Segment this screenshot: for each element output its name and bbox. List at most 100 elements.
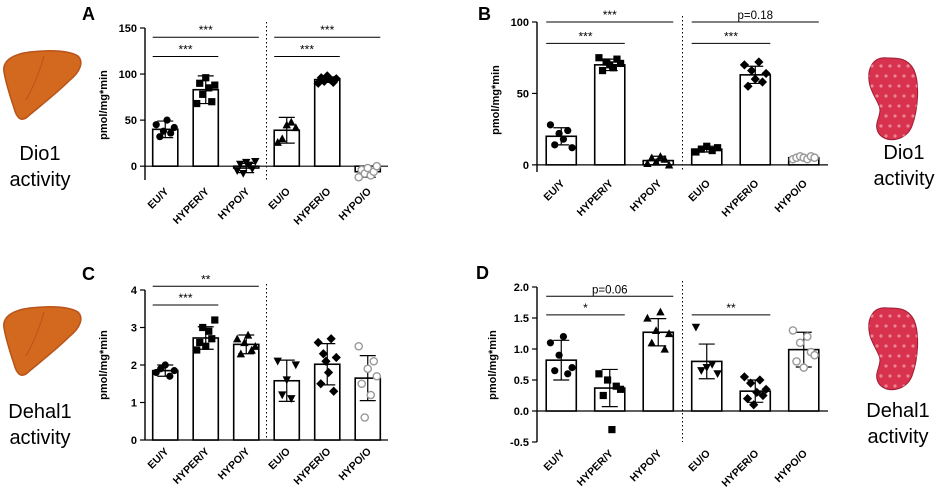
kidney-texture-dot [893, 114, 897, 118]
significance-label: *** [199, 23, 213, 37]
data-point [233, 167, 242, 175]
data-point [799, 363, 809, 372]
data-point [752, 387, 762, 397]
significance-label: *** [578, 29, 592, 43]
kidney-texture-dot [888, 64, 892, 68]
x-tick-label: HYPO/O [773, 178, 810, 215]
kidney-texture-dot [879, 354, 883, 358]
kidney-texture-dot [915, 314, 918, 318]
data-point [691, 323, 701, 332]
significance-label: ** [726, 301, 736, 315]
data-point [788, 326, 798, 335]
x-tick-label: EU/Y [146, 186, 172, 212]
kidney-texture-dot [888, 334, 892, 338]
significance-label: *** [724, 29, 738, 43]
data-point [761, 68, 771, 79]
kidney-texture-dot [906, 314, 910, 318]
data-point [606, 61, 614, 69]
kidney-texture-dot [868, 324, 870, 328]
bar [593, 64, 626, 166]
y-tick-label: 0.0 [514, 406, 529, 418]
kidney-texture-dot [897, 354, 901, 358]
kidney-texture-dot [915, 64, 918, 68]
bar [232, 343, 260, 441]
kidney-texture-dot [879, 334, 883, 338]
panel-b-y-label: pmol/mg*min [490, 65, 502, 135]
y-tick-label: 3 [131, 323, 137, 335]
data-point [559, 333, 568, 341]
y-tick-label: 50 [517, 88, 529, 100]
x-tick-label: HYPO/Y [628, 178, 665, 215]
x-tick-label: EU/O [686, 178, 713, 205]
data-point [643, 313, 652, 322]
bar [192, 337, 220, 441]
kidney-texture-dot [897, 314, 901, 318]
kidney-texture-dot [888, 314, 892, 318]
kidney-texture-dot [875, 114, 879, 118]
kidney-texture-dot [902, 74, 906, 78]
kidney-texture-dot [906, 354, 910, 358]
sidebar-label-activity-kidney-2: activity [867, 426, 928, 448]
data-point [708, 146, 716, 155]
data-point [750, 74, 760, 84]
data-point [328, 77, 338, 87]
kidney-icon [868, 57, 919, 141]
kidney-texture-dot [902, 304, 905, 307]
data-point [366, 390, 376, 400]
data-point [163, 116, 171, 124]
kidney-texture-dot [888, 84, 892, 88]
kidney-texture-dot [893, 304, 896, 307]
kidney-texture-dot [915, 374, 918, 378]
data-point [758, 390, 768, 401]
data-point [363, 163, 373, 173]
data-point [651, 326, 661, 334]
data-point [170, 123, 178, 132]
data-point [208, 335, 216, 343]
data-point [273, 357, 282, 366]
x-tick-label: EU/Y [146, 446, 172, 472]
kidney-texture-dot [888, 124, 892, 128]
kidney-texture-dot [884, 364, 888, 368]
kidney-texture-dot [866, 304, 869, 307]
data-point [568, 144, 576, 152]
kidney-texture-dot [879, 104, 883, 108]
data-point [599, 391, 607, 400]
kidney-texture-dot [911, 364, 915, 368]
panel-d: D pmol/mg*min -0.5 0.0 0.5 1.0 1.5 2.0 EU/Y HYP… [476, 263, 828, 490]
panel-c: C pmol/mg*min 0 1 2 3 4 EU/Y HYPER/Y HYPO/Y EU/O… [82, 264, 388, 488]
kidney-texture-dot [911, 114, 915, 118]
kidney-texture-dot [868, 364, 870, 368]
data-point [612, 382, 620, 390]
kidney-texture-dot [866, 54, 869, 57]
kidney-texture-dot [875, 324, 879, 328]
liver-icon-top [3, 50, 82, 120]
x-tick-label: HYPO/Y [216, 186, 253, 223]
data-point [697, 145, 705, 153]
kidney-texture-dot [868, 94, 870, 98]
kidney-texture-dot [879, 124, 883, 128]
bar [739, 74, 772, 166]
kidney-texture-dot [884, 384, 888, 388]
x-tick-label: EU/Y [542, 448, 568, 474]
data-point [651, 157, 661, 166]
kidney-texture-dot [875, 74, 879, 78]
liver-lobe-line [25, 55, 45, 101]
sidebar-label-dehal1-kidney: Dehal1 [866, 400, 929, 422]
data-point [321, 356, 331, 366]
x-tick-label: HYPER/Y [575, 178, 616, 219]
kidney-texture-dot [868, 344, 870, 348]
sidebar-label-activity-liver: activity [9, 169, 70, 191]
significance-label: *** [300, 43, 314, 57]
significance-label: ** [201, 272, 211, 286]
kidney-texture-dot [884, 304, 887, 307]
data-point [372, 161, 382, 171]
panel-c-y-label: pmol/mg*min [98, 330, 110, 400]
data-point [555, 129, 563, 138]
data-point [240, 338, 249, 347]
data-point [595, 370, 603, 378]
data-point [318, 349, 328, 359]
kidney-texture-dot [906, 334, 910, 338]
kidney-texture-dot [902, 94, 906, 98]
data-point [205, 327, 213, 335]
data-point [313, 337, 323, 348]
